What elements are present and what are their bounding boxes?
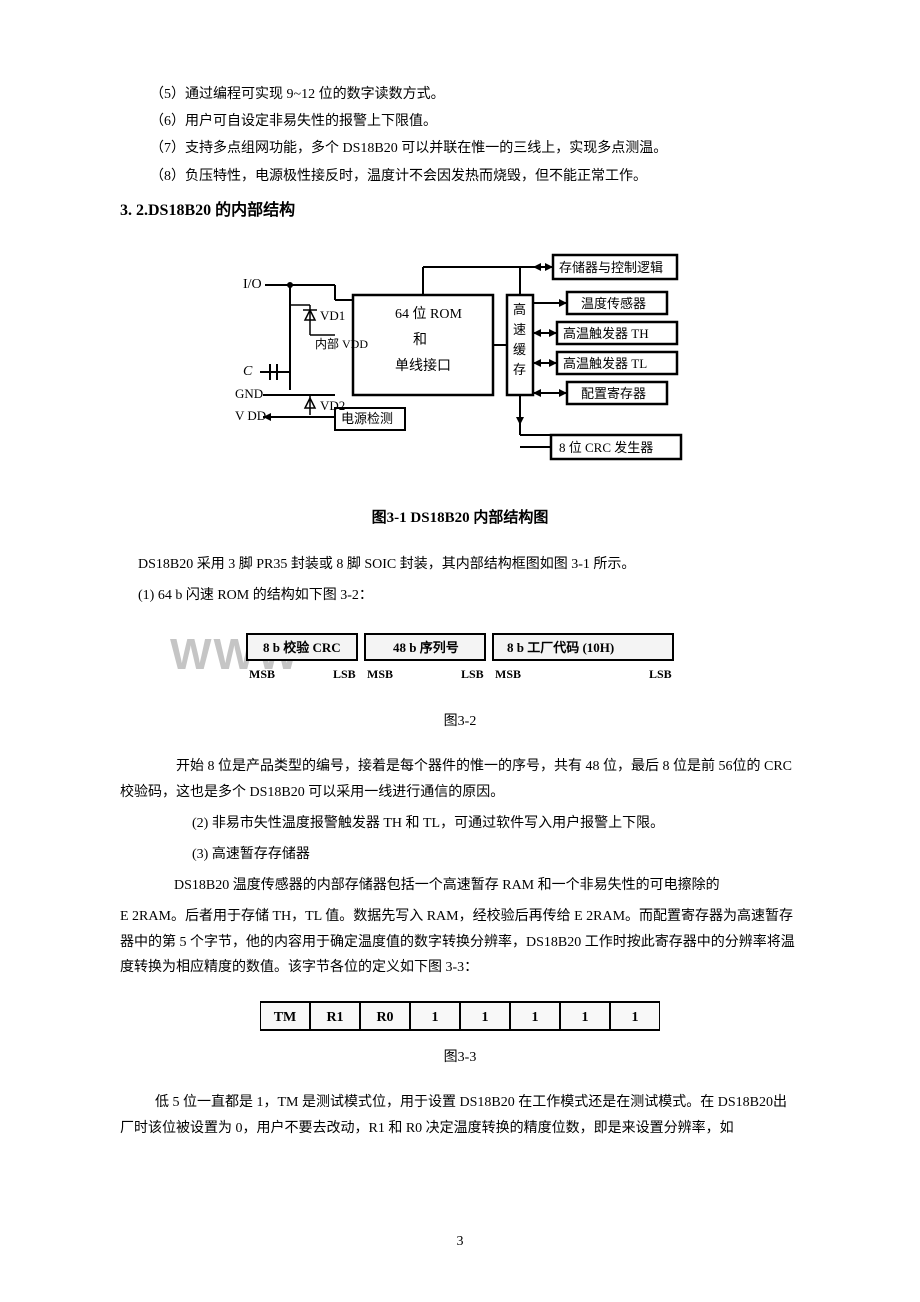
diagram-3-2-svg: 8 b 校验 CRC 48 b 序列号 8 b 工厂代码 (10H) MSB L… — [245, 632, 675, 694]
label-rom-l3: 单线接口 — [395, 357, 451, 374]
figure-3-1: I/O VD1 内部 VDD C GND VD2 — [120, 240, 800, 532]
para-package: DS18B20 采用 3 脚 PR35 封装或 8 脚 SOIC 封装，其内部结… — [138, 552, 800, 577]
label-c: C — [243, 364, 253, 379]
figure-3-2-caption: 图3-2 — [120, 709, 800, 734]
svg-text:缓: 缓 — [513, 342, 526, 357]
label-gnd: GND — [235, 386, 263, 401]
list-item-3: (3) 高速暂存存储器 — [192, 842, 800, 867]
label-temp-sensor: 温度传感器 — [581, 296, 646, 311]
sub-right-msb: MSB — [495, 667, 521, 681]
para-mem-intro: DS18B20 温度传感器的内部存储器包括一个高速暂存 RAM 和一个非易失性的… — [174, 873, 800, 898]
figure-3-2: 8 b 校验 CRC 48 b 序列号 8 b 工厂代码 (10H) MSB L… — [120, 618, 800, 734]
para-rom-intro: (1) 64 b 闪速 ROM 的结构如下图 3-2： — [138, 583, 800, 608]
cell-factory: 8 b 工厂代码 (10H) — [507, 640, 614, 655]
document-page: （5）通过编程可实现 9~12 位的数字读数方式。 （6）用户可自设定非易失性的… — [0, 0, 920, 1302]
figure-3-3-caption: 图3-3 — [120, 1045, 800, 1070]
label-internal-vdd: 内部 VDD — [315, 336, 368, 351]
svg-text:TM: TM — [274, 1010, 297, 1025]
diagram-3-3-svg: TM R1 R0 1 1 1 1 1 — [260, 1000, 660, 1032]
svg-text:1: 1 — [532, 1010, 539, 1025]
cell-crc: 8 b 校验 CRC — [263, 640, 341, 655]
section-heading-3-2: 3. 2.DS18B20 的内部结构 — [120, 197, 800, 226]
svg-text:1: 1 — [582, 1010, 589, 1025]
sub-mid-lsb: LSB — [461, 667, 484, 681]
label-vd1: VD1 — [320, 308, 345, 323]
list-item-2: (2) 非易市失性温度报警触发器 TH 和 TL，可通过软件写入用户报警上下限。 — [192, 811, 800, 836]
figure-3-1-caption: 图3-1 DS18B20 内部结构图 — [120, 505, 800, 532]
cell-serial: 48 b 序列号 — [393, 640, 459, 655]
feature-item-7: （7）支持多点组网功能，多个 DS18B20 可以并联在惟一的三线上，实现多点测… — [150, 136, 800, 161]
svg-text:1: 1 — [482, 1010, 489, 1025]
label-vdd-pin: V DD — [235, 408, 266, 423]
label-power-detect: 电源检测 — [341, 411, 393, 426]
label-crc: 8 位 CRC 发生器 — [559, 440, 653, 455]
feature-item-5: （5）通过编程可实现 9~12 位的数字读数方式。 — [150, 82, 800, 107]
svg-text:高: 高 — [513, 302, 526, 317]
para-last: 低 5 位一直都是 1，TM 是测试模式位，用于设置 DS18B20 在工作模式… — [120, 1090, 800, 1140]
page-number: 3 — [0, 1229, 920, 1254]
svg-text:1: 1 — [432, 1010, 439, 1025]
label-mem-logic: 存储器与控制逻辑 — [559, 260, 663, 275]
svg-text:速: 速 — [513, 322, 526, 337]
figure-3-3: TM R1 R0 1 1 1 1 1 图3-3 — [120, 990, 800, 1070]
para-crc-explain-start: 开始 8 位是产品类型的编号，接着是每个器件的惟一的序号，共有 48 位，最后 … — [120, 754, 800, 804]
sub-left-lsb: LSB — [333, 667, 356, 681]
diagram-3-1-svg: I/O VD1 内部 VDD C GND VD2 — [235, 240, 685, 490]
label-th: 高温触发器 TH — [563, 326, 649, 341]
label-config: 配置寄存器 — [581, 386, 646, 401]
feature-item-6: （6）用户可自设定非易失性的报警上下限值。 — [150, 109, 800, 134]
label-rom-l2: 和 — [413, 332, 427, 348]
label-io: I/O — [243, 277, 262, 292]
svg-text:R0: R0 — [376, 1010, 393, 1025]
svg-text:R1: R1 — [326, 1010, 343, 1025]
label-rom-l1: 64 位 ROM — [395, 306, 462, 322]
sub-right-lsb: LSB — [649, 667, 672, 681]
sub-mid-msb: MSB — [367, 667, 393, 681]
sub-left-msb: MSB — [249, 667, 275, 681]
para-eram: E 2RAM。后者用于存储 TH，TL 值。数据先写入 RAM，经校验后再传给 … — [120, 904, 800, 980]
label-tl: 高温触发器 TL — [563, 356, 647, 371]
svg-text:存: 存 — [513, 362, 526, 377]
svg-text:1: 1 — [632, 1010, 639, 1025]
feature-item-8: （8）负压特性，电源极性接反时，温度计不会因发热而烧毁，但不能正常工作。 — [150, 164, 800, 189]
feature-list: （5）通过编程可实现 9~12 位的数字读数方式。 （6）用户可自设定非易失性的… — [150, 82, 800, 189]
